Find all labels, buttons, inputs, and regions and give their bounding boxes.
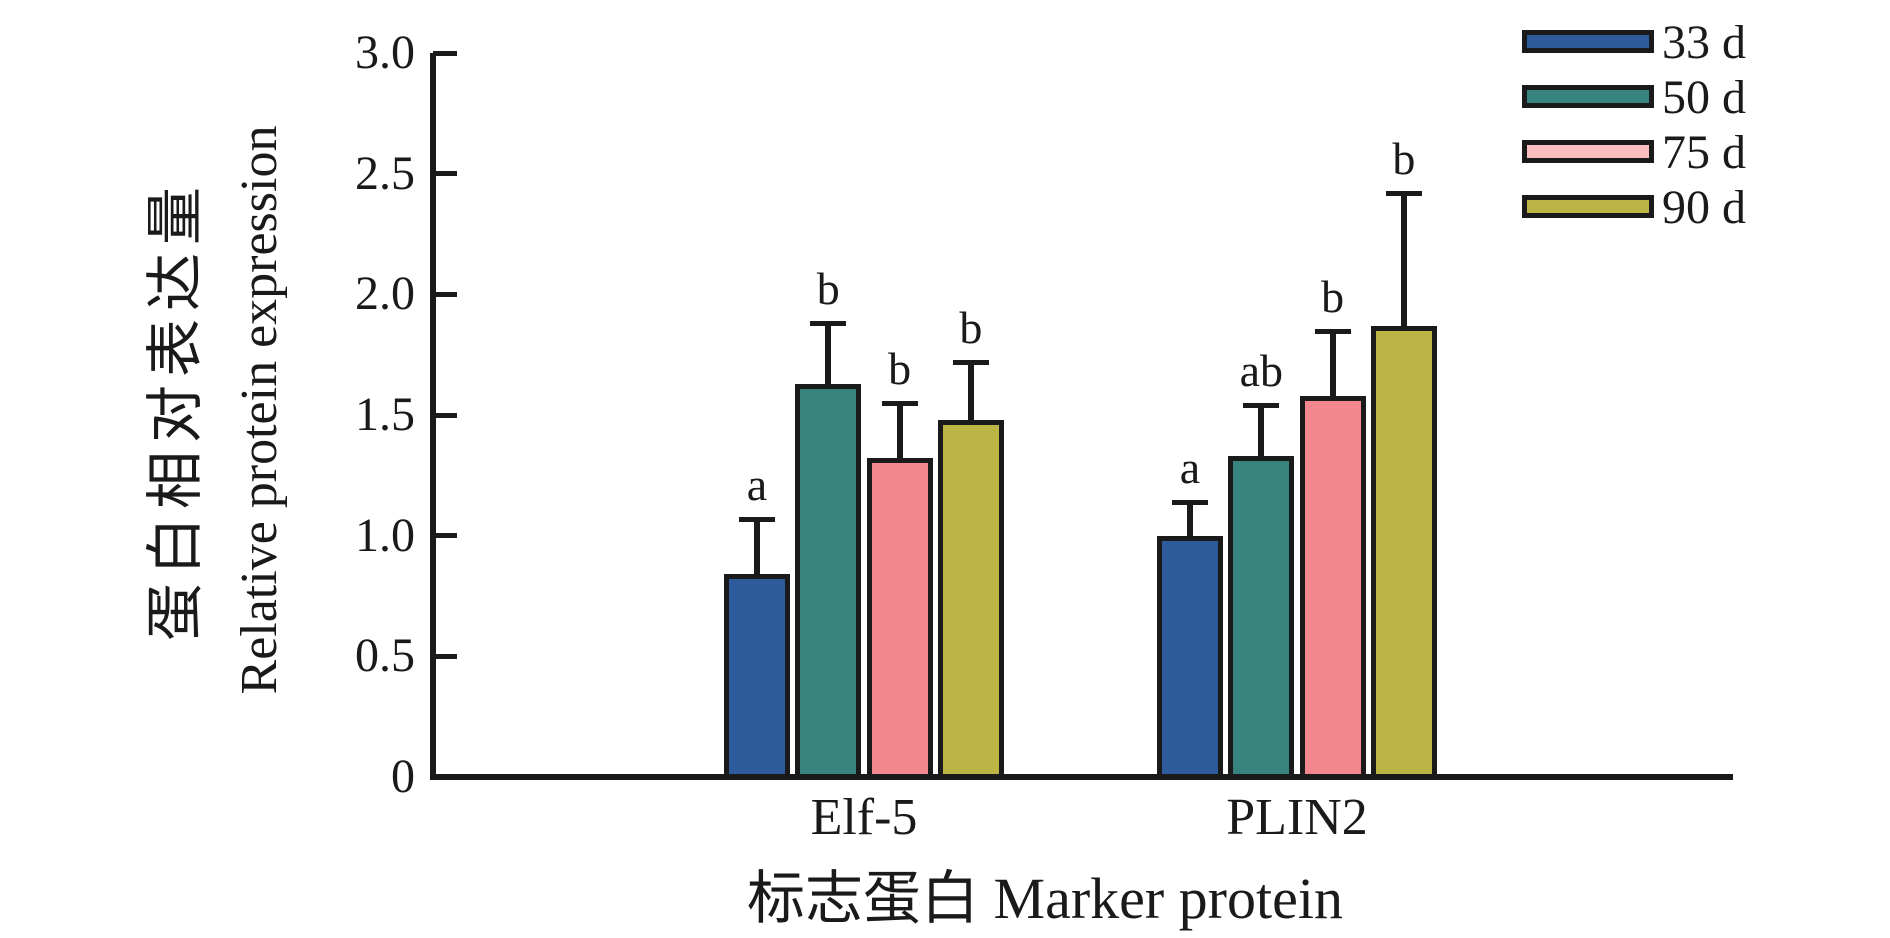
bar-33d-plin2 [1157, 535, 1223, 777]
significance-letter-90d-plin2: b [1392, 133, 1416, 184]
error-bar-cap-90d-elf-5 [952, 359, 989, 365]
bar-50d-plin2 [1228, 456, 1295, 777]
legend-label-50d: 50 d [1662, 71, 1746, 124]
significance-letter-50d-plin2: ab [1239, 345, 1283, 397]
y-tick-label-1.5: 1.5 [355, 388, 415, 441]
significance-letter-50d-elf-5: b [816, 263, 840, 315]
bar-90d-plin2 [1370, 325, 1437, 777]
y-tick-label-0.5: 0.5 [355, 629, 415, 683]
y-tick-label-2.5: 2.5 [355, 146, 415, 200]
y-tick-label-2.0: 2.0 [355, 267, 415, 321]
bar-33d-elf-5 [724, 574, 790, 777]
legend-label-90d: 90 d [1662, 181, 1746, 234]
bar-90d-elf-5 [937, 419, 1004, 777]
error-bar-stem-75d-elf-5 [896, 402, 903, 459]
x-axis-line [430, 774, 1733, 780]
error-bar-cap-50d-plin2 [1243, 403, 1280, 409]
legend-swatch-33d [1522, 30, 1654, 53]
y-tick-0.5 [433, 653, 457, 659]
y-tick-label-3.0: 3.0 [355, 26, 415, 79]
error-bar-cap-90d-plin2 [1385, 191, 1422, 196]
bar-50d-elf-5 [795, 383, 862, 777]
x-category-label-plin2: PLIN2 [1226, 789, 1368, 846]
legend-swatch-90d [1522, 195, 1654, 218]
legend-label-33d: 33 d [1662, 16, 1746, 69]
y-tick-1.5 [433, 412, 457, 418]
legend-swatch-75d [1522, 140, 1654, 163]
error-bar-cap-75d-elf-5 [881, 400, 918, 406]
bar-75d-plin2 [1299, 395, 1366, 777]
significance-letter-75d-plin2: b [1321, 270, 1345, 322]
error-bar-stem-33d-plin2 [1187, 501, 1193, 536]
significance-letter-33d-plin2: a [1179, 441, 1201, 493]
error-bar-stem-50d-elf-5 [825, 323, 832, 384]
error-bar-stem-33d-elf-5 [754, 518, 760, 575]
significance-letter-33d-elf-5: a [746, 458, 768, 510]
error-bar-stem-90d-elf-5 [967, 361, 974, 420]
y-axis-title-chinese: 蛋白相对表达量 [143, 179, 208, 642]
error-bar-cap-75d-plin2 [1314, 328, 1351, 334]
y-tick-1.0 [433, 533, 457, 539]
y-tick-2.0 [433, 291, 457, 297]
error-bar-stem-50d-plin2 [1258, 405, 1265, 457]
y-tick-2.5 [433, 171, 457, 177]
legend-label-75d: 75 d [1662, 126, 1746, 179]
x-category-label-elf-5: Elf-5 [810, 789, 918, 846]
error-bar-stem-90d-plin2 [1400, 193, 1407, 326]
y-tick-label-0: 0 [391, 750, 415, 803]
legend-swatch-50d [1522, 85, 1654, 108]
error-bar-cap-33d-plin2 [1172, 499, 1208, 505]
error-bar-cap-33d-elf-5 [739, 516, 775, 522]
x-axis-title: 标志蛋白 Marker protein [747, 866, 1343, 931]
bar-75d-elf-5 [866, 458, 933, 777]
y-tick-label-1.0: 1.0 [355, 508, 415, 562]
error-bar-cap-50d-elf-5 [810, 321, 847, 327]
error-bar-stem-75d-plin2 [1329, 330, 1336, 396]
significance-letter-90d-elf-5: b [959, 301, 983, 353]
significance-letter-75d-elf-5: b [888, 342, 912, 394]
y-axis-line [430, 53, 436, 780]
y-tick-3.0 [433, 50, 457, 56]
